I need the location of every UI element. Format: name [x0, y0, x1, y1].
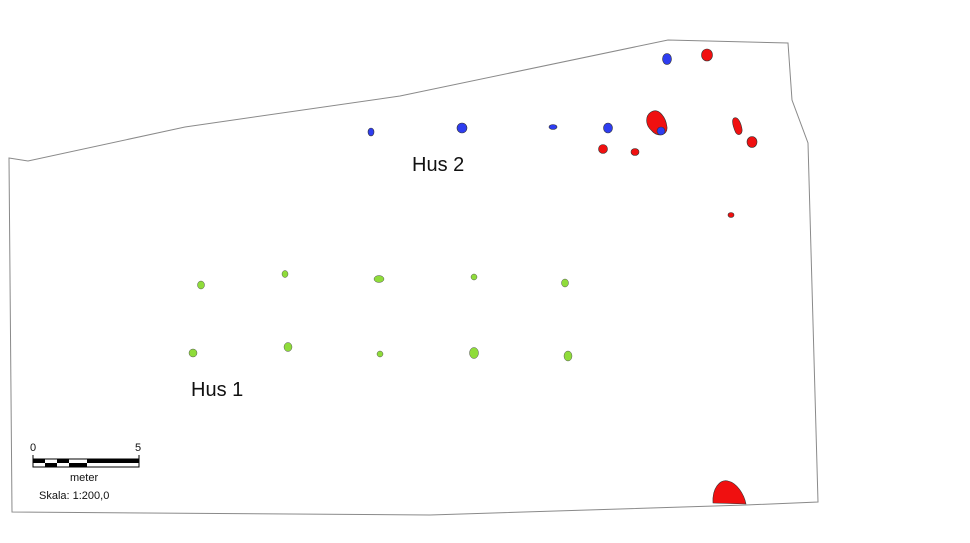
- posthole: [367, 127, 375, 137]
- posthole: [456, 122, 468, 134]
- excavation-boundary: [8, 39, 819, 516]
- posthole: [373, 275, 385, 283]
- posthole: [662, 53, 672, 65]
- house-2-postholes: [367, 53, 672, 137]
- house-1-label: Hus 1: [191, 379, 244, 401]
- posthole: [656, 126, 666, 136]
- house-2-label: Hus 2: [412, 154, 465, 176]
- pit-feature: [701, 48, 713, 62]
- scale-bar-unit: meter: [70, 472, 99, 484]
- posthole: [376, 350, 384, 358]
- scale-bar: [32, 455, 140, 468]
- posthole: [197, 280, 205, 290]
- posthole: [603, 122, 613, 134]
- posthole: [281, 270, 289, 278]
- posthole: [563, 350, 573, 362]
- scale-ratio: Skala: 1:200,0: [39, 490, 110, 502]
- posthole: [283, 342, 293, 352]
- posthole: [470, 273, 478, 281]
- pit-feature: [712, 480, 747, 505]
- scale-bar-end-tick: 5: [135, 442, 142, 454]
- scale-bar-start-tick: 0: [30, 442, 37, 454]
- posthole: [469, 347, 479, 359]
- posthole: [188, 348, 198, 358]
- other-features: [598, 48, 758, 505]
- pit-feature: [598, 144, 608, 154]
- pit-feature: [732, 117, 743, 135]
- posthole: [548, 124, 558, 130]
- pit-feature: [727, 212, 735, 218]
- pit-feature: [630, 148, 640, 156]
- posthole: [561, 278, 569, 288]
- pit-feature: [746, 136, 758, 148]
- house-1-postholes: [188, 270, 573, 362]
